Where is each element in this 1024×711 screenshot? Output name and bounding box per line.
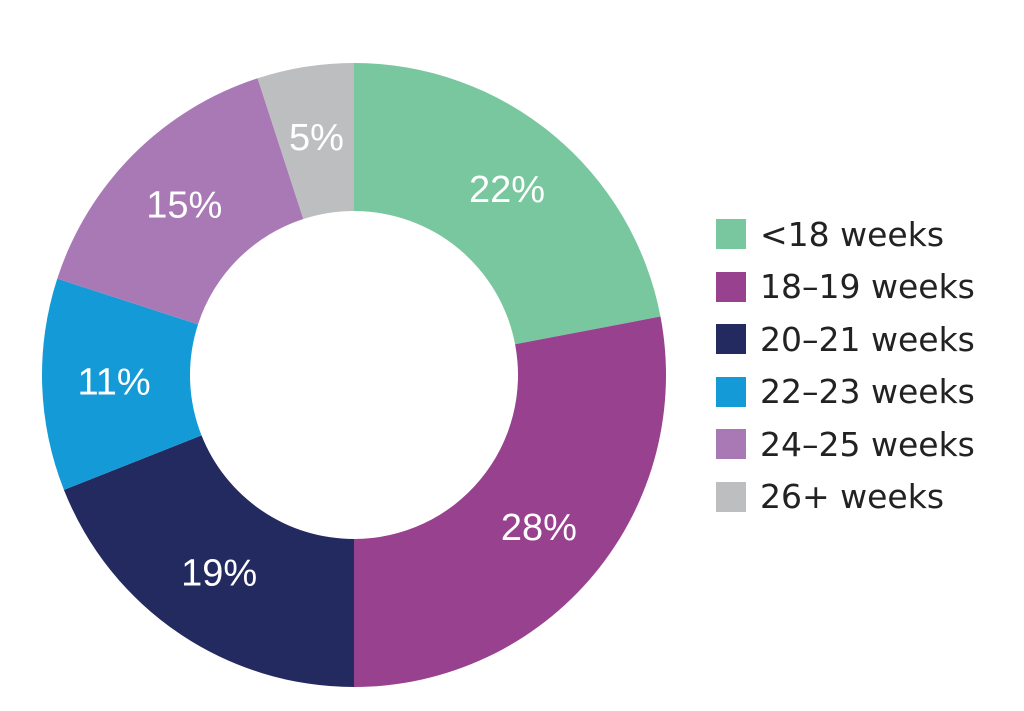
donut-chart: 22% 28% 19% 11% 15% 5%	[42, 63, 666, 687]
slice-label-1: 28%	[501, 507, 577, 549]
legend-label-3: 22–23 weeks	[760, 372, 975, 412]
donut-slice-2	[63, 435, 355, 687]
donut-slice-1	[354, 316, 666, 687]
slice-label-4: 15%	[146, 184, 222, 226]
donut-slices	[42, 63, 666, 687]
legend-item-1: 18–19 weeks	[716, 261, 975, 314]
legend-label-4: 24–25 weeks	[760, 424, 975, 464]
legend-label-2: 20–21 weeks	[760, 319, 975, 359]
slice-label-0: 22%	[469, 169, 545, 211]
legend-swatch-5	[716, 481, 746, 512]
slice-label-5: 5%	[289, 117, 344, 159]
slice-label-3: 11%	[77, 362, 150, 404]
legend-swatch-0	[716, 219, 746, 250]
legend-item-5: 26+ weeks	[716, 471, 975, 524]
donut-slice-3	[42, 278, 202, 490]
legend-swatch-3	[716, 376, 746, 407]
donut-slice-5	[257, 63, 354, 220]
legend-item-3: 22–23 weeks	[716, 366, 975, 419]
legend-item-2: 20–21 weeks	[716, 313, 975, 366]
donut-slice-0	[354, 63, 661, 345]
legend-label-5: 26+ weeks	[760, 477, 945, 517]
legend-swatch-4	[716, 429, 746, 460]
slice-label-2: 19%	[181, 552, 257, 594]
legend-label-0: <18 weeks	[760, 214, 945, 254]
legend-item-0: <18 weeks	[716, 208, 975, 261]
donut-slice-labels: 22% 28% 19% 11% 15% 5%	[77, 117, 576, 595]
legend-swatch-1	[716, 271, 746, 302]
donut-slice-4	[57, 78, 304, 325]
legend-item-4: 24–25 weeks	[716, 418, 975, 471]
legend-swatch-2	[716, 324, 746, 355]
chart-legend: <18 weeks 18–19 weeks 20–21 weeks 22–23 wee…	[716, 208, 975, 523]
legend-label-1: 18–19 weeks	[760, 267, 975, 307]
